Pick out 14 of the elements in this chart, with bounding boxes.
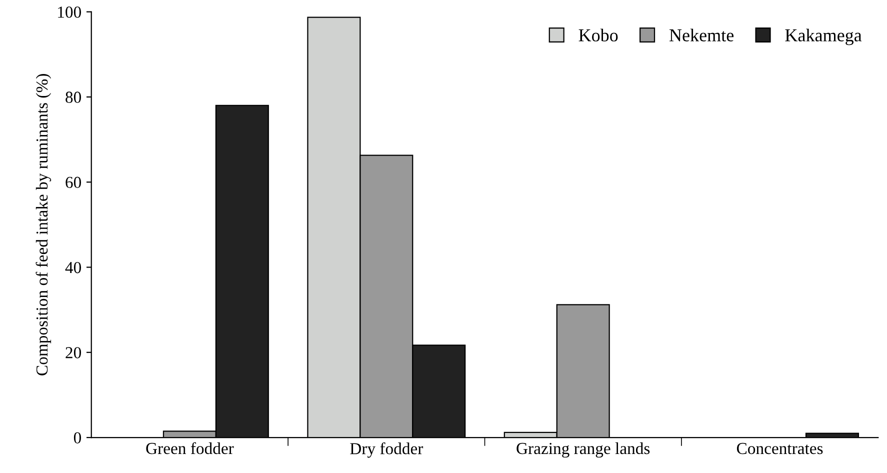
x-tick-label: Green fodder (146, 442, 234, 454)
x-tick-label: Concentrates (736, 442, 823, 454)
y-tick-label: 40 (65, 262, 82, 274)
y-tick-label: 100 (58, 6, 82, 18)
y-axis-title: Composition of feed intake by ruminants (%) (36, 74, 52, 376)
legend-label: Kobo (578, 28, 618, 42)
y-tick-label: 80 (66, 92, 82, 103)
legend-label: Nekemte (669, 28, 734, 42)
x-tick-label: Grazing range lands (516, 442, 650, 458)
y-tick-label: 60 (66, 176, 82, 188)
y-tick-label: 20 (66, 347, 82, 358)
legend-label: Kakamega (785, 28, 862, 46)
x-tick-label: Dry fodder (350, 442, 424, 458)
y-tick-label: 0 (74, 432, 82, 444)
